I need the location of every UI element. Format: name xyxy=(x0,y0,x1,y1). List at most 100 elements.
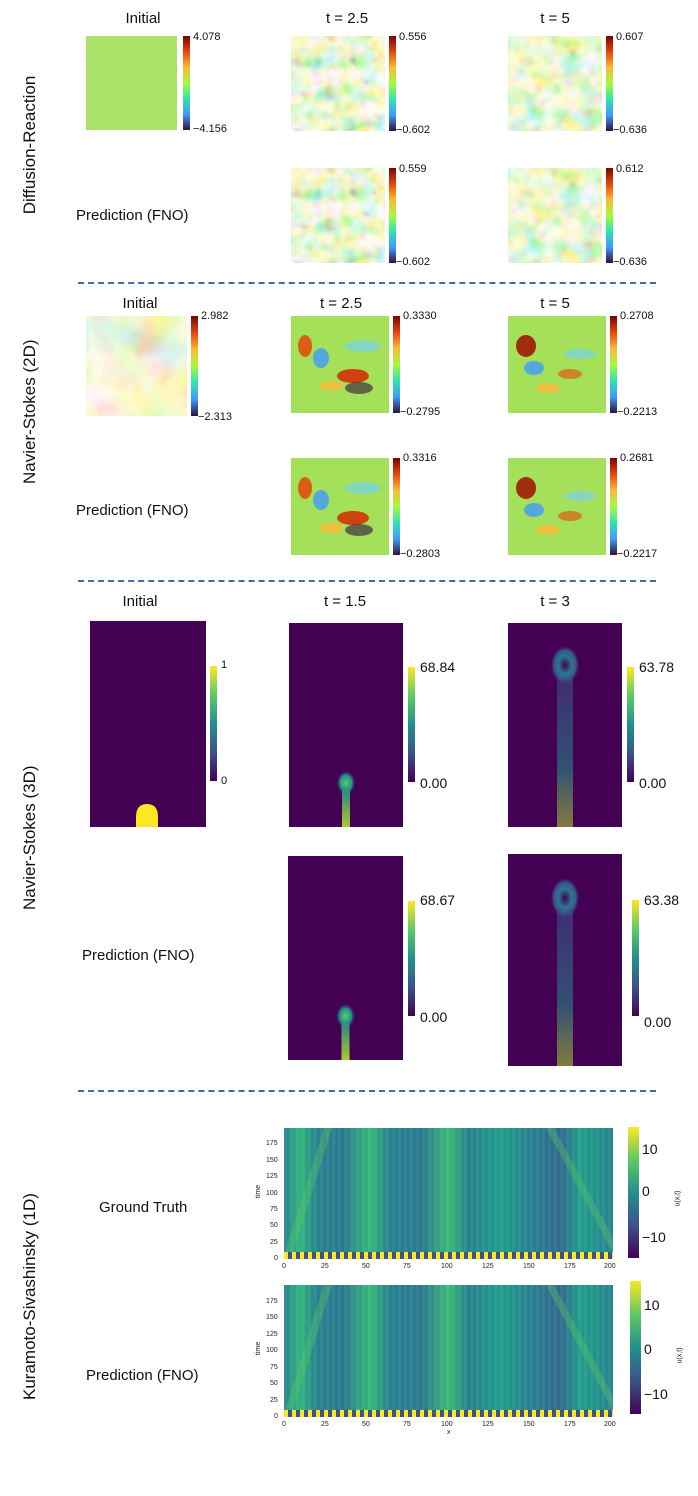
colorbar-ns3d-pred-t2 xyxy=(632,900,639,1016)
row-label-diffusion-reaction: Diffusion-Reaction xyxy=(20,75,39,215)
ks-gt-colorbar-label: u(x,t) xyxy=(674,1190,682,1207)
ks-gt-xtick-50: 50 xyxy=(362,1263,370,1270)
ks-gt-ytick-0: 0 xyxy=(274,1255,278,1262)
ks-pred-ytick-125: 125 xyxy=(266,1331,278,1338)
ks-gt-ytick-100: 100 xyxy=(266,1190,278,1197)
col-title-initial: Initial xyxy=(125,10,161,27)
ks-gt-y-axis-label: time xyxy=(255,1184,263,1199)
col-title-t1: t = 1.5 xyxy=(323,593,367,610)
cb-dr-pred-t2-min: −0.636 xyxy=(613,256,647,268)
cb-ns2d-pred-t1-max: 0.3316 xyxy=(403,452,437,464)
cb-dr-initial-min: −4.156 xyxy=(193,123,227,135)
field-ns2d-initial xyxy=(86,316,187,416)
col-title-initial: Initial xyxy=(122,295,158,312)
colorbar-ns2d-pred-t1 xyxy=(393,458,400,555)
cb-ks-pred-0: 0 xyxy=(644,1341,652,1357)
ks-gt-xtick-25: 25 xyxy=(321,1263,329,1270)
field-ns3d-initial xyxy=(90,621,206,827)
ks-pred-xtick-0: 0 xyxy=(282,1421,286,1428)
ks-pred-ytick-0: 0 xyxy=(274,1413,278,1420)
ks-gt-ytick-50: 50 xyxy=(270,1222,278,1229)
cb-ks-pred-neg10: −10 xyxy=(644,1386,668,1402)
field-dr-gt-t2 xyxy=(508,36,602,131)
cb-ns2d-gt-t1-max: 0.3330 xyxy=(403,310,437,322)
ks-pred-xtick-200: 200 xyxy=(604,1421,616,1428)
colorbar-ks-gt xyxy=(628,1127,639,1258)
cb-ns3d-pred-t1-min: 0.00 xyxy=(420,1009,448,1025)
cb-ns2d-initial-min: −2.313 xyxy=(198,411,232,423)
cb-ns2d-pred-t2-min: −0.2217 xyxy=(617,548,658,560)
ks-gt-ytick-150: 150 xyxy=(266,1157,278,1164)
ks-pred-ytick-100: 100 xyxy=(266,1347,278,1354)
cb-ns3d-gt-t1-min: 0.00 xyxy=(420,775,448,791)
gt-label-ks: Ground Truth xyxy=(99,1199,188,1216)
ks-gt-xtick-0: 0 xyxy=(282,1263,286,1270)
ks-pred-colorbar-label: u(x,t) xyxy=(676,1347,684,1364)
field-ns2d-pred-t2 xyxy=(508,458,606,555)
cb-ks-gt-10: 10 xyxy=(642,1141,658,1157)
ks-gt-ytick-75: 75 xyxy=(270,1206,278,1213)
ks-pred-ytick-75: 75 xyxy=(270,1364,278,1371)
cb-ks-pred-10: 10 xyxy=(644,1297,660,1313)
colorbar-dr-gt-t2 xyxy=(606,36,613,131)
ks-gt-xtick-200: 200 xyxy=(604,1263,616,1270)
ks-gt-xtick-150: 150 xyxy=(523,1263,535,1270)
cb-dr-initial-max: 4.078 xyxy=(193,31,221,43)
colorbar-ns2d-gt-t1 xyxy=(393,316,400,413)
field-ns3d-pred-t2 xyxy=(508,854,622,1066)
cb-dr-pred-t2-max: 0.612 xyxy=(616,163,644,175)
ks-gt-ytick-25: 25 xyxy=(270,1239,278,1246)
pred-label-ns3d: Prediction (FNO) xyxy=(82,947,195,964)
ks-gt-xtick-125: 125 xyxy=(482,1263,494,1270)
cb-dr-pred-t1-min: −0.602 xyxy=(396,256,430,268)
colorbar-ks-pred xyxy=(630,1281,641,1414)
cb-ns3d-gt-t2-max: 63.78 xyxy=(639,659,675,675)
cb-dr-gt-t2-min: −0.636 xyxy=(613,124,647,136)
colorbar-dr-pred-t2 xyxy=(606,168,613,263)
col-title-t2: t = 5 xyxy=(540,10,570,27)
ks-pred-xtick-50: 50 xyxy=(362,1421,370,1428)
colorbar-ns3d-pred-t1 xyxy=(408,901,415,1016)
cb-dr-gt-t1-min: −0.602 xyxy=(396,124,430,136)
cb-ns3d-initial-min: 0 xyxy=(221,775,228,787)
cb-ns3d-initial-max: 1 xyxy=(221,659,228,671)
cb-ns2d-pred-t2-max: 0.2681 xyxy=(620,452,654,464)
ks-pred-y-axis-label: time xyxy=(255,1341,263,1356)
ks-gt-xtick-75: 75 xyxy=(403,1263,411,1270)
field-ns2d-pred-t1 xyxy=(291,458,389,555)
col-title-t2: t = 5 xyxy=(540,295,570,312)
cb-ks-gt-0: 0 xyxy=(642,1183,650,1199)
field-dr-pred-t2 xyxy=(508,168,602,263)
ks-gt-xtick-175: 175 xyxy=(564,1263,576,1270)
field-dr-gt-t1 xyxy=(291,36,385,131)
cb-ks-gt-neg10: −10 xyxy=(642,1229,666,1245)
cb-ns2d-gt-t1-min: −0.2795 xyxy=(400,406,441,418)
section-divider-2 xyxy=(78,580,656,582)
ks-pred-ytick-50: 50 xyxy=(270,1380,278,1387)
section-divider-3 xyxy=(78,1090,656,1092)
ks-gt-ytick-175: 175 xyxy=(266,1140,278,1147)
field-ns3d-gt-t2 xyxy=(508,623,622,827)
ks-pred-xtick-100: 100 xyxy=(441,1421,453,1428)
cb-ns3d-pred-t2-max: 63.38 xyxy=(644,892,680,908)
cb-ns3d-pred-t1-max: 68.67 xyxy=(420,892,456,908)
field-ns2d-gt-t1 xyxy=(291,316,389,413)
ks-pred-xtick-150: 150 xyxy=(523,1421,535,1428)
cb-ns3d-pred-t2-min: 0.00 xyxy=(644,1014,672,1030)
section-divider-1 xyxy=(78,282,656,284)
pred-label-ns2d: Prediction (FNO) xyxy=(76,502,189,519)
ks-gt-ytick-125: 125 xyxy=(266,1173,278,1180)
ks-pred-ytick-150: 150 xyxy=(266,1314,278,1321)
ks-pred-xtick-75: 75 xyxy=(403,1421,411,1428)
field-dr-pred-t1 xyxy=(291,168,385,263)
colorbar-dr-gt-t1 xyxy=(389,36,396,131)
cb-ns2d-pred-t1-min: −0.2803 xyxy=(400,548,441,560)
field-ks-pred xyxy=(284,1285,613,1417)
ks-pred-xtick-125: 125 xyxy=(482,1421,494,1428)
ks-pred-ytick-25: 25 xyxy=(270,1397,278,1404)
field-dr-initial xyxy=(86,36,177,130)
ks-pred-ytick-175: 175 xyxy=(266,1298,278,1305)
colorbar-dr-initial xyxy=(183,36,190,130)
colorbar-ns2d-initial xyxy=(191,316,198,416)
col-title-initial: Initial xyxy=(122,593,158,610)
